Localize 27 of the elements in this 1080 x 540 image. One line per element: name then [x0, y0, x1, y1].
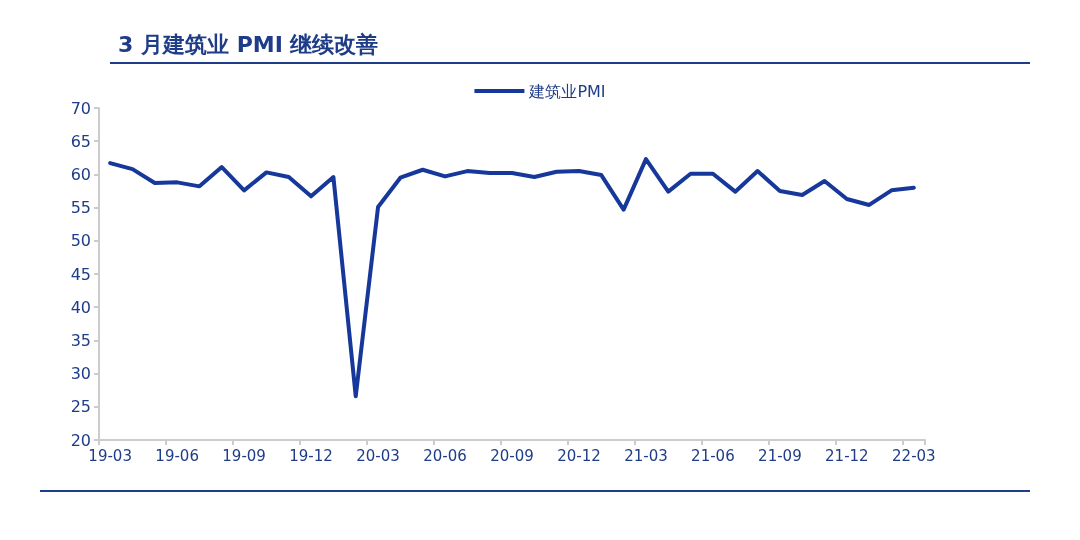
y-tick-label: 55 [70, 198, 91, 218]
x-tick-label: 21-09 [758, 446, 802, 465]
line-series [108, 157, 916, 399]
legend-label: 建筑业PMI [528, 81, 606, 101]
x-tick-label: 19-09 [222, 446, 266, 465]
y-tick-label: 25 [70, 397, 91, 417]
x-tick-label: 22-03 [892, 446, 936, 465]
x-tick-label: 19-12 [289, 446, 333, 465]
x-tick-label: 20-12 [557, 446, 601, 465]
y-tick-label: 30 [70, 364, 91, 384]
y-tick-label: 35 [70, 330, 91, 350]
x-tick-label: 21-03 [624, 446, 668, 465]
y-tick-label: 40 [70, 297, 91, 317]
y-tick-label: 60 [70, 164, 91, 184]
x-tick-label: 21-12 [825, 446, 869, 465]
x-tick-label: 19-03 [88, 446, 132, 465]
x-tick-label: 19-06 [155, 446, 199, 465]
chart-title: 3 月建筑业 PMI 继续改善 [118, 31, 379, 59]
x-tick-label: 20-09 [490, 446, 534, 465]
x-tick-label: 20-03 [356, 446, 400, 465]
y-tick-label: 65 [70, 131, 91, 151]
y-tick-label: 50 [70, 231, 91, 251]
y-tick-label: 20 [70, 430, 91, 450]
x-tick-label: 20-06 [423, 446, 467, 465]
y-tick-label: 45 [70, 264, 91, 284]
x-tick-label: 21-06 [691, 446, 735, 465]
y-tick-label: 70 [70, 98, 91, 118]
